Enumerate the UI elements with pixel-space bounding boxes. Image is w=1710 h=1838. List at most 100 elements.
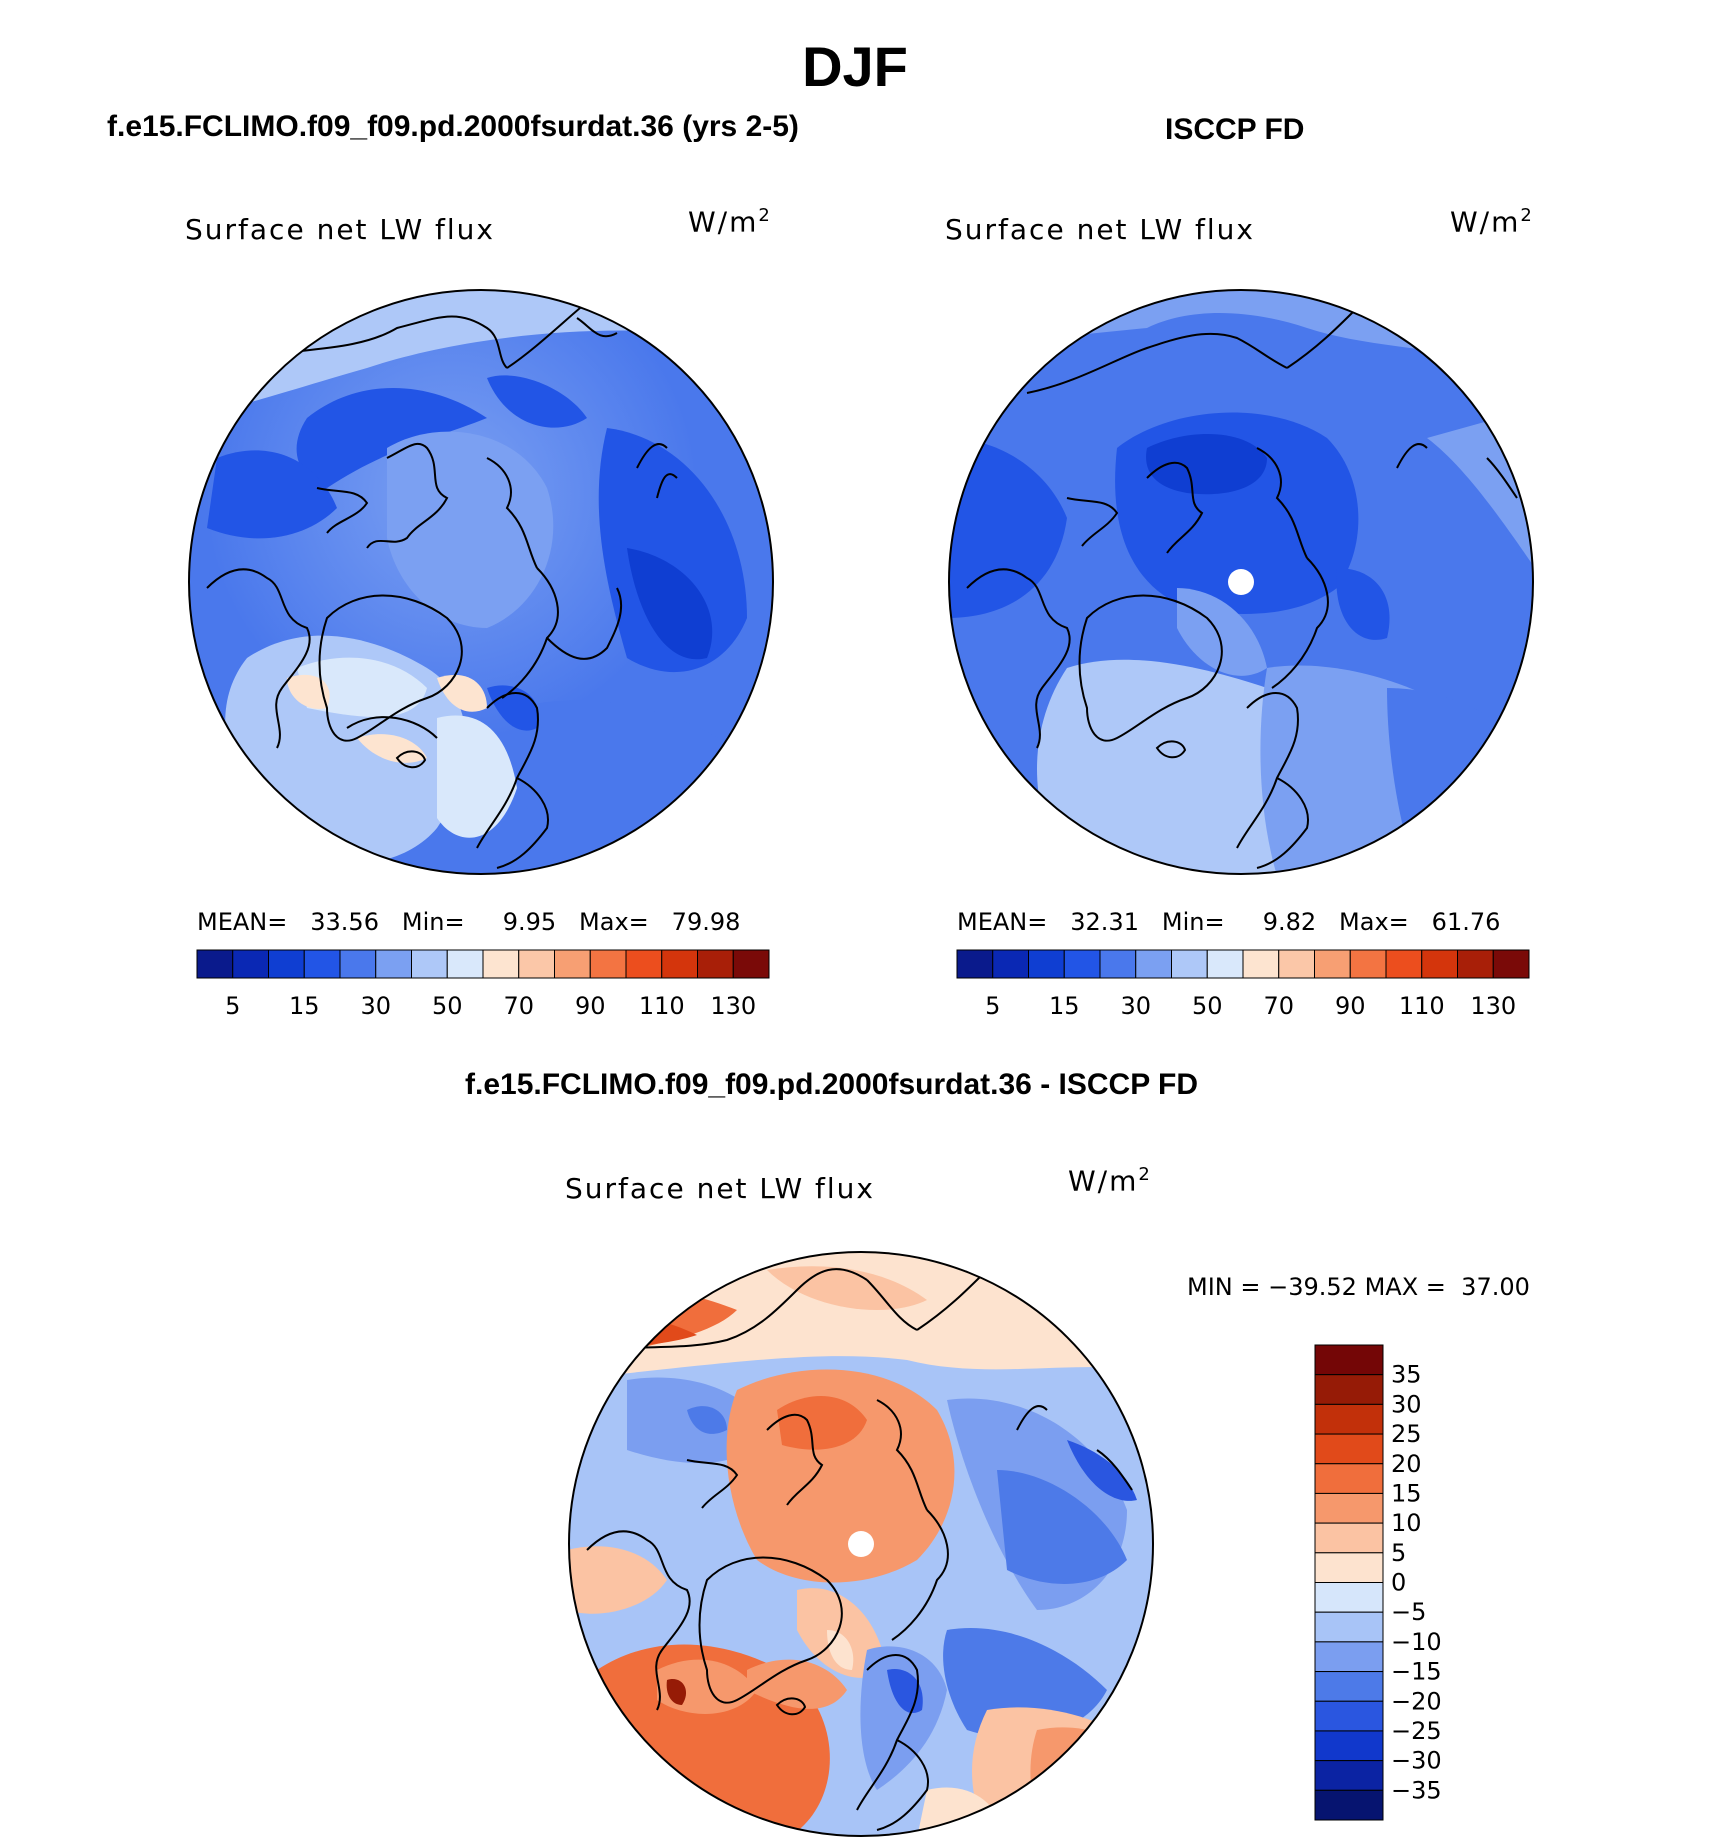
model-mean-value: 33.56 <box>310 908 379 936</box>
obs-colorbar-swatch <box>1063 949 1101 979</box>
model-colorbar-swatch <box>732 949 770 979</box>
diff-colorbar-swatch <box>1314 1730 1384 1762</box>
model-colorbar-swatch <box>303 949 341 979</box>
model-colorbar-tick-label: 70 <box>503 992 534 1020</box>
diff-colorbar-tick-label: 0 <box>1391 1569 1406 1597</box>
model-mean-label: MEAN= <box>197 908 288 936</box>
model-colorbar-swatch <box>697 949 734 979</box>
model-colorbar-tick-label: 15 <box>289 992 320 1020</box>
diff-colorbar-tick-label: −35 <box>1391 1776 1442 1804</box>
obs-colorbar-swatch <box>1242 949 1280 979</box>
model-colorbar-tick-label: 90 <box>575 992 606 1020</box>
diff-colorbar-swatch <box>1314 1344 1384 1376</box>
obs-colorbar-tick-label: 90 <box>1335 992 1366 1020</box>
obs-colorbar-swatch <box>1492 949 1530 979</box>
obs-colorbar-swatch <box>1278 949 1315 979</box>
obs-min-label: Min= <box>1161 908 1225 936</box>
model-units-label: W/m2 <box>688 205 772 239</box>
obs-mean-label: MEAN= <box>957 908 1048 936</box>
diff-colorbar-swatch <box>1314 1582 1384 1613</box>
model-colorbar-tick-label: 30 <box>360 992 391 1020</box>
obs-panel-title: ISCCP FD <box>1165 113 1305 146</box>
obs-min-value: 9.82 <box>1262 908 1317 936</box>
diff-units-label: W/m2 <box>1068 1164 1152 1198</box>
model-colorbar-tick-label: 50 <box>432 992 463 1020</box>
model-min-label: Min= <box>401 908 465 936</box>
diff-colorbar-tick-label: −25 <box>1391 1717 1442 1745</box>
obs-polar-map <box>948 289 1534 875</box>
diff-colorbar-swatch <box>1314 1374 1384 1405</box>
diff-colorbar-swatch <box>1314 1552 1384 1583</box>
diff-colorbar-tick-label: 10 <box>1391 1509 1422 1537</box>
obs-colorbar-swatch <box>1171 949 1208 979</box>
diff-min-label: MIN = <box>1187 1273 1261 1301</box>
obs-variable-label: Surface net LW flux <box>945 213 1255 246</box>
diff-colorbar-swatch <box>1314 1463 1384 1494</box>
obs-units-label: W/m2 <box>1450 205 1534 239</box>
obs-colorbar-swatch <box>956 949 994 979</box>
diff-colorbar-tick-label: −10 <box>1391 1628 1442 1656</box>
obs-colorbar-tick-label: 5 <box>985 992 1000 1020</box>
obs-stats: MEAN= 32.31 Min= 9.82 Max= 61.76 <box>957 908 1500 936</box>
diff-colorbar-swatch <box>1314 1641 1384 1673</box>
obs-colorbar-tick-label: 110 <box>1399 992 1445 1020</box>
obs-colorbar-tick-label: 15 <box>1049 992 1080 1020</box>
diff-colorbar-tick-label: 35 <box>1391 1361 1422 1389</box>
model-polar-map <box>188 289 774 875</box>
diff-colorbar-swatch <box>1314 1700 1384 1732</box>
diff-colorbar-swatch <box>1314 1433 1384 1465</box>
model-colorbar-tick-label: 5 <box>225 992 240 1020</box>
model-min-value: 9.95 <box>502 908 557 936</box>
model-colorbar-swatch <box>554 949 591 979</box>
model-colorbar-swatch <box>339 949 377 979</box>
diff-colorbar-tick-label: −5 <box>1391 1598 1426 1626</box>
model-colorbar-swatch <box>268 949 305 979</box>
obs-colorbar-swatch <box>1135 949 1172 979</box>
diff-colorbar-swatch <box>1314 1611 1384 1643</box>
diff-colorbar-swatch <box>1314 1789 1384 1821</box>
model-colorbar: 5 15 30 50 70 90 110 130 <box>196 949 770 1020</box>
model-variable-label: Surface net LW flux <box>185 213 495 246</box>
diff-colorbar-swatch <box>1314 1522 1384 1554</box>
obs-colorbar-swatch <box>992 949 1029 979</box>
diff-panel-title: f.e15.FCLIMO.f09_f09.pd.2000fsurdat.36 -… <box>465 1068 1198 1101</box>
model-colorbar-swatch <box>375 949 412 979</box>
diff-max-label: MAX = <box>1364 1273 1446 1301</box>
model-panel-title: f.e15.FCLIMO.f09_f09.pd.2000fsurdat.36 (… <box>107 110 799 143</box>
diff-colorbar-tick-label: 20 <box>1391 1450 1422 1478</box>
model-colorbar-swatch <box>196 949 234 979</box>
diff-stats: MIN = −39.52 MAX = 37.00 <box>1187 1273 1530 1301</box>
diff-colorbar-swatch <box>1314 1403 1384 1435</box>
diff-colorbar-tick-label: 30 <box>1391 1390 1422 1418</box>
model-colorbar-swatch <box>625 949 663 979</box>
model-max-label: Max= <box>579 908 649 936</box>
diff-colorbar-tick-label: 15 <box>1391 1479 1422 1507</box>
model-max-value: 79.98 <box>671 908 741 936</box>
diff-colorbar-tick-label: −30 <box>1391 1747 1442 1775</box>
obs-colorbar-tick-label: 70 <box>1263 992 1294 1020</box>
diff-colorbar-swatch <box>1314 1760 1384 1791</box>
model-colorbar-swatch <box>411 949 448 979</box>
obs-colorbar-swatch <box>1099 949 1137 979</box>
model-colorbar-tick-label: 130 <box>710 992 756 1020</box>
diff-colorbar-tick-label: 5 <box>1391 1539 1406 1567</box>
model-colorbar-swatch <box>518 949 555 979</box>
obs-colorbar-tick-label: 130 <box>1470 992 1516 1020</box>
obs-max-label: Max= <box>1339 908 1409 936</box>
model-colorbar-swatch <box>661 949 698 979</box>
model-colorbar-swatch <box>446 949 484 979</box>
obs-colorbar-swatch <box>1385 949 1423 979</box>
diff-colorbar-tick-label: −15 <box>1391 1658 1442 1686</box>
model-colorbar-swatch <box>482 949 520 979</box>
obs-max-value: 61.76 <box>1431 908 1501 936</box>
diff-max-value: 37.00 <box>1461 1273 1530 1301</box>
diff-colorbar-tick-label: 25 <box>1391 1420 1422 1448</box>
diff-colorbar-tick-label: −20 <box>1391 1687 1442 1715</box>
diff-polar-map <box>568 1251 1154 1837</box>
model-stats: MEAN= 33.56 Min= 9.95 Max= 79.98 <box>197 908 740 936</box>
obs-colorbar-tick-label: 50 <box>1192 992 1223 1020</box>
diff-variable-label: Surface net LW flux <box>565 1172 875 1205</box>
model-colorbar-tick-label: 110 <box>639 992 685 1020</box>
